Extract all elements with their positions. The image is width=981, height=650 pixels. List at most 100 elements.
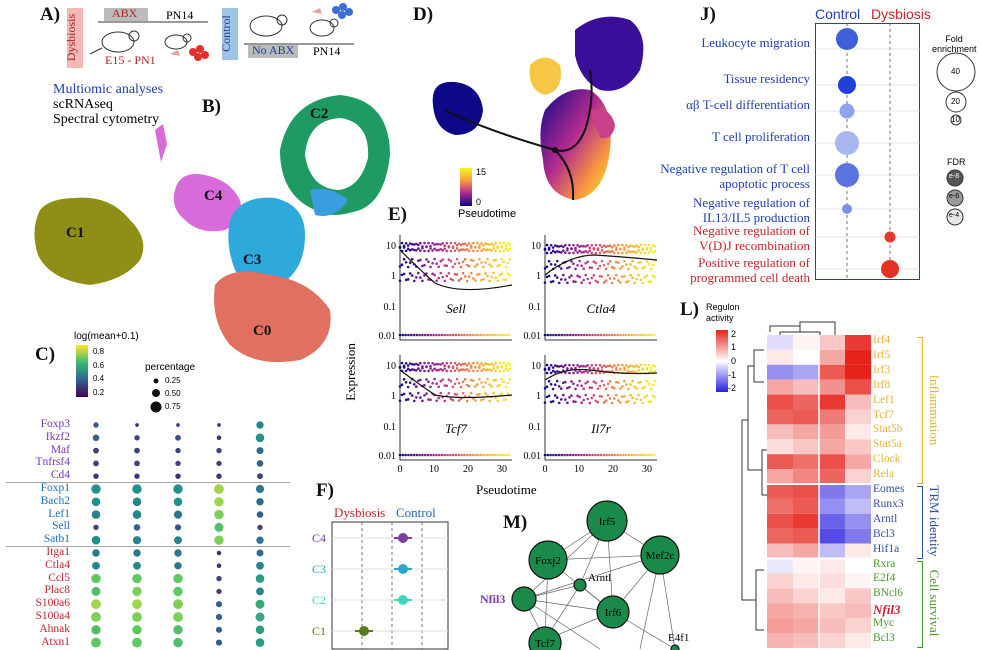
- expression-cell-point: [619, 367, 622, 371]
- dotplot-dot: [215, 626, 223, 633]
- expression-cell-point: [508, 243, 512, 246]
- expression-cell-point: [433, 377, 436, 381]
- expression-cell-point: [502, 361, 506, 365]
- expression-cell-point: [641, 386, 645, 390]
- expression-cell-point: [555, 259, 559, 263]
- expression-cell-point: [631, 364, 634, 368]
- expression-cell-point: [474, 245, 477, 249]
- cluster-label-c3: C3: [243, 252, 261, 268]
- expression-cell-point: [623, 368, 626, 372]
- expression-cell-point: [485, 453, 489, 457]
- expression-cell-point: [568, 385, 571, 389]
- expression-cell-point: [590, 266, 594, 269]
- expression-cell-point: [451, 365, 455, 368]
- heatmap-cell: [793, 588, 819, 604]
- expression-cell-point: [480, 381, 483, 384]
- expression-cell-point: [412, 368, 416, 372]
- expression-cell-point: [651, 364, 655, 367]
- expression-cell-point: [404, 333, 407, 337]
- expression-cell-point: [557, 281, 561, 285]
- expression-cell-point: [549, 262, 553, 266]
- expression-cell-point: [627, 387, 630, 391]
- svg-text:Nfil3: Nfil3: [480, 592, 505, 606]
- expression-cell-point: [553, 274, 557, 277]
- expression-cell-point: [582, 370, 585, 374]
- heatmap-cell: [767, 498, 793, 514]
- expression-cell-point: [568, 363, 571, 367]
- expression-cell-point: [459, 363, 463, 367]
- expression-cell-point: [490, 265, 493, 268]
- expression-cell-point: [455, 377, 459, 381]
- expression-cell-point: [614, 273, 618, 277]
- expression-cell-point: [553, 394, 557, 397]
- cluster-abundance-forest-plot: C4 C3 C2 C1: [312, 521, 449, 650]
- expression-cell-point: [455, 273, 459, 276]
- heatmap-cell: [767, 424, 793, 440]
- expression-cell-point: [610, 365, 614, 369]
- dotplot-dot: [91, 625, 101, 635]
- expression-cell-point: [624, 333, 628, 337]
- expression-cell-point: [651, 263, 655, 267]
- expression-cell-point: [610, 249, 614, 253]
- heatmap-cell: [819, 335, 845, 350]
- expression-cell-point: [604, 250, 608, 253]
- expression-cell-point: [633, 265, 636, 268]
- expression-cell-point: [414, 276, 418, 279]
- dotplot-dot: [214, 497, 224, 507]
- expression-cell-point: [596, 247, 600, 250]
- heatmap-cell: [845, 543, 871, 559]
- expression-cell-point: [429, 247, 432, 250]
- expression-cell-point: [617, 363, 620, 367]
- expression-cell-point: [472, 241, 475, 245]
- age-dysbiosis: PN14: [166, 8, 194, 22]
- expression-cell-point: [600, 379, 604, 383]
- go-term-label: Negative regulation of IL13/IL5 producti…: [693, 195, 810, 225]
- expression-cell-point: [431, 261, 434, 265]
- expression-cell-point: [449, 361, 453, 365]
- heatmap-cell: [845, 409, 871, 425]
- expression-cell-point: [406, 265, 410, 269]
- expression-cell-point: [582, 267, 585, 271]
- expression-cell-point: [461, 362, 465, 366]
- expression-cell-point: [635, 397, 638, 401]
- heatmap-cell: [793, 513, 819, 529]
- expression-cell-point: [647, 382, 651, 386]
- heatmap-cell: [793, 454, 819, 470]
- expression-cell-point: [570, 394, 573, 397]
- expression-cell-point: [421, 333, 424, 337]
- expression-cell-point: [553, 383, 557, 386]
- expression-cell-point: [643, 275, 647, 279]
- expression-cell-point: [507, 333, 511, 337]
- expression-cell-point: [463, 368, 467, 372]
- expression-cell-point: [574, 453, 578, 457]
- expression-cell-point: [584, 273, 588, 277]
- dotplot-dot: [173, 573, 183, 584]
- heatmap-cell: [793, 394, 819, 410]
- expression-cell-point: [494, 361, 498, 365]
- expression-cell-point: [469, 364, 473, 367]
- dotplot-dot: [255, 612, 265, 622]
- expression-cell-point: [506, 261, 510, 265]
- forest-point: [398, 533, 408, 543]
- expression-cell-point: [490, 242, 493, 246]
- expression-cell-point: [404, 369, 408, 373]
- expression-cell-point: [650, 333, 653, 337]
- expression-cell-point: [545, 385, 549, 389]
- heatmap-cell: [793, 618, 819, 633]
- expression-cell-point: [572, 262, 575, 265]
- expression-cell-point: [570, 274, 573, 277]
- expression-cell-point: [459, 277, 463, 280]
- expression-cell-point: [465, 243, 469, 247]
- expression-cell-point: [580, 250, 583, 254]
- heatmap-cell: [793, 439, 819, 455]
- expression-cell-point: [645, 260, 649, 263]
- node-arntl: [573, 578, 587, 592]
- expression-cell-point: [555, 244, 559, 248]
- expression-cell-point: [447, 271, 451, 275]
- expression-cell-point: [439, 271, 443, 275]
- expression-cell-point: [425, 365, 428, 369]
- size-tick-075: 0.75: [165, 402, 181, 411]
- go-term-dot: [839, 103, 855, 119]
- expression-cell-point: [653, 245, 657, 248]
- heatmap-cell: [845, 618, 871, 633]
